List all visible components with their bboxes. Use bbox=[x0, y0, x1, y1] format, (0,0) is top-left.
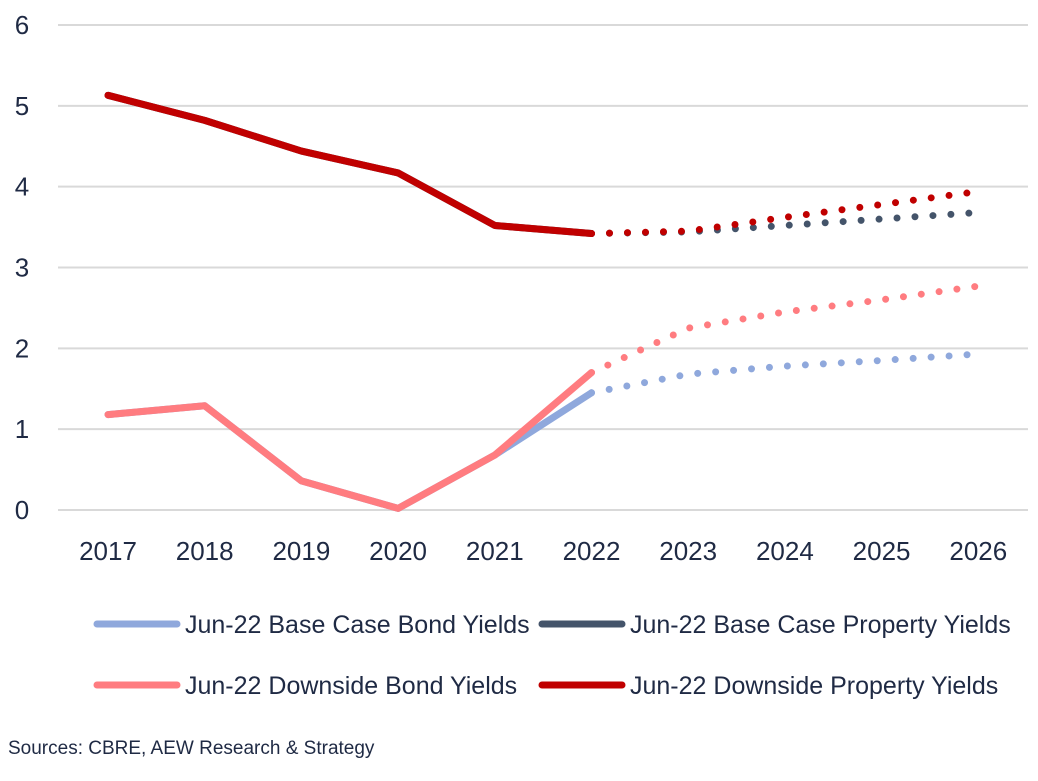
series-1-forecast-line bbox=[588, 209, 982, 238]
x-tick-label-1: 2018 bbox=[176, 536, 234, 566]
legend-label-1: Jun-22 Base Case Property Yields bbox=[630, 611, 1011, 639]
y-tick-label-2: 2 bbox=[15, 333, 29, 363]
x-tick-label-8: 2025 bbox=[853, 536, 911, 566]
x-axis-ticks: 2017 2018 2019 2020 2021 2022 2023 2024 2025 2026 bbox=[79, 536, 1007, 566]
x-tick-label-4: 2021 bbox=[466, 536, 524, 566]
x-tick-label-7: 2024 bbox=[756, 536, 814, 566]
legend-label-3: Jun-22 Downside Property Yields bbox=[630, 672, 998, 700]
y-axis-ticks: 0 1 2 3 4 5 6 bbox=[15, 10, 29, 525]
legend-item-0: Jun-22 Base Case Bond Yields bbox=[93, 611, 530, 639]
x-tick-label-5: 2022 bbox=[563, 536, 621, 566]
y-tick-label-0: 0 bbox=[15, 495, 29, 525]
series-3-forecast-line bbox=[588, 188, 982, 238]
y-tick-label-5: 5 bbox=[15, 91, 29, 121]
legend-item-3: Jun-22 Downside Property Yields bbox=[538, 672, 998, 700]
y-tick-label-3: 3 bbox=[15, 253, 29, 283]
x-tick-label-6: 2023 bbox=[659, 536, 717, 566]
y-tick-label-4: 4 bbox=[15, 172, 29, 202]
series-2-actual-line bbox=[104, 369, 595, 512]
y-tick-label-1: 1 bbox=[15, 414, 29, 444]
legend: Jun-22 Base Case Bond Yields Jun-22 Base … bbox=[93, 611, 1011, 700]
legend-label-2: Jun-22 Downside Bond Yields bbox=[185, 672, 517, 700]
legend-label-0: Jun-22 Base Case Bond Yields bbox=[185, 611, 530, 639]
series-lines bbox=[104, 91, 982, 512]
source-note: Sources: CBRE, AEW Research & Strategy bbox=[8, 738, 375, 759]
x-tick-label-9: 2026 bbox=[949, 536, 1007, 566]
series-1 bbox=[104, 91, 982, 238]
x-tick-label-0: 2017 bbox=[79, 536, 137, 566]
series-3-actual-line bbox=[104, 91, 595, 238]
y-tick-label-6: 6 bbox=[15, 10, 29, 40]
x-tick-label-3: 2020 bbox=[369, 536, 427, 566]
legend-item-2: Jun-22 Downside Bond Yields bbox=[93, 672, 517, 700]
series-0-forecast-line bbox=[588, 350, 982, 397]
gridlines bbox=[58, 24, 1028, 511]
legend-item-1: Jun-22 Base Case Property Yields bbox=[538, 611, 1011, 639]
series-2-forecast-line bbox=[588, 282, 982, 377]
series-3 bbox=[104, 91, 982, 238]
x-tick-label-2: 2019 bbox=[272, 536, 330, 566]
series-2 bbox=[104, 282, 982, 512]
